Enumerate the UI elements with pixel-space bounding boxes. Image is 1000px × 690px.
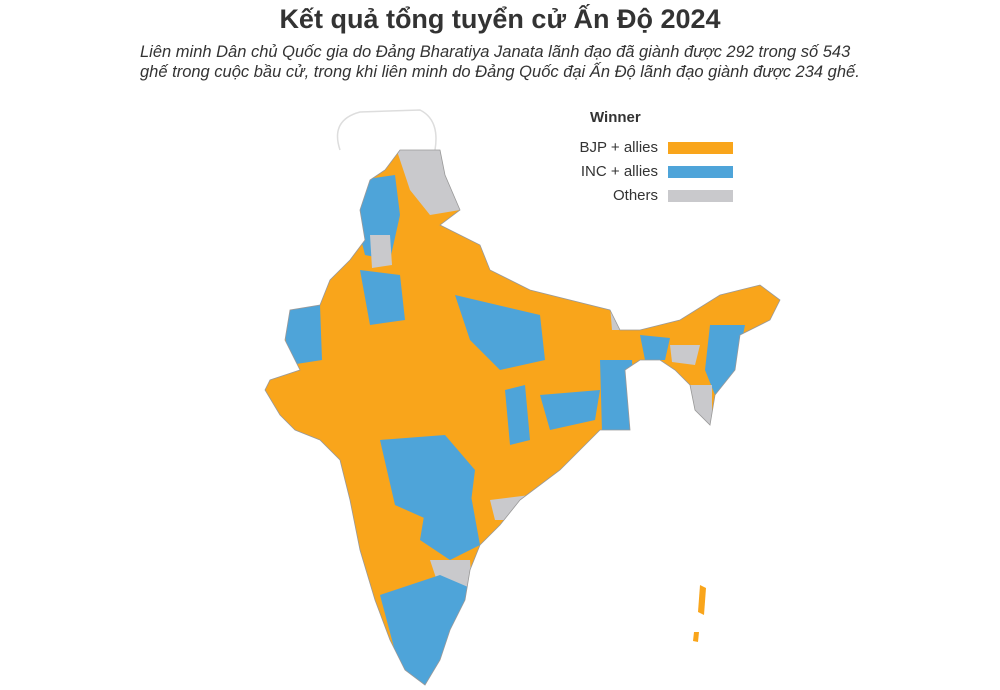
islands (693, 632, 699, 642)
region (380, 575, 475, 685)
islands (698, 585, 706, 615)
region (505, 385, 530, 445)
legend-title: Winner (590, 109, 641, 126)
country-outline (264, 149, 781, 686)
legend-label: BJP + allies (579, 139, 658, 156)
region (540, 390, 600, 430)
region (670, 345, 700, 365)
region (370, 235, 392, 268)
region (705, 325, 745, 395)
region (420, 480, 480, 560)
region (610, 305, 630, 330)
legend: Winner BJP + allies INC + allies Others (579, 109, 733, 204)
region (280, 305, 322, 365)
disputed-outline (336, 109, 437, 151)
legend-swatch (668, 190, 733, 202)
legend-label: Others (613, 187, 658, 204)
region (688, 385, 712, 428)
legend-swatch (668, 142, 733, 154)
region (360, 270, 405, 325)
region (640, 335, 670, 360)
subtitle: Liên minh Dân chủ Quốc gia do Đảng Bhara… (140, 43, 860, 81)
region (455, 295, 545, 370)
regions (265, 150, 780, 685)
legend-swatch (668, 166, 733, 178)
legend-label: INC + allies (581, 163, 658, 180)
region (600, 360, 636, 432)
title: Kết quả tổng tuyển cử Ấn Độ 2024 (279, 4, 721, 34)
